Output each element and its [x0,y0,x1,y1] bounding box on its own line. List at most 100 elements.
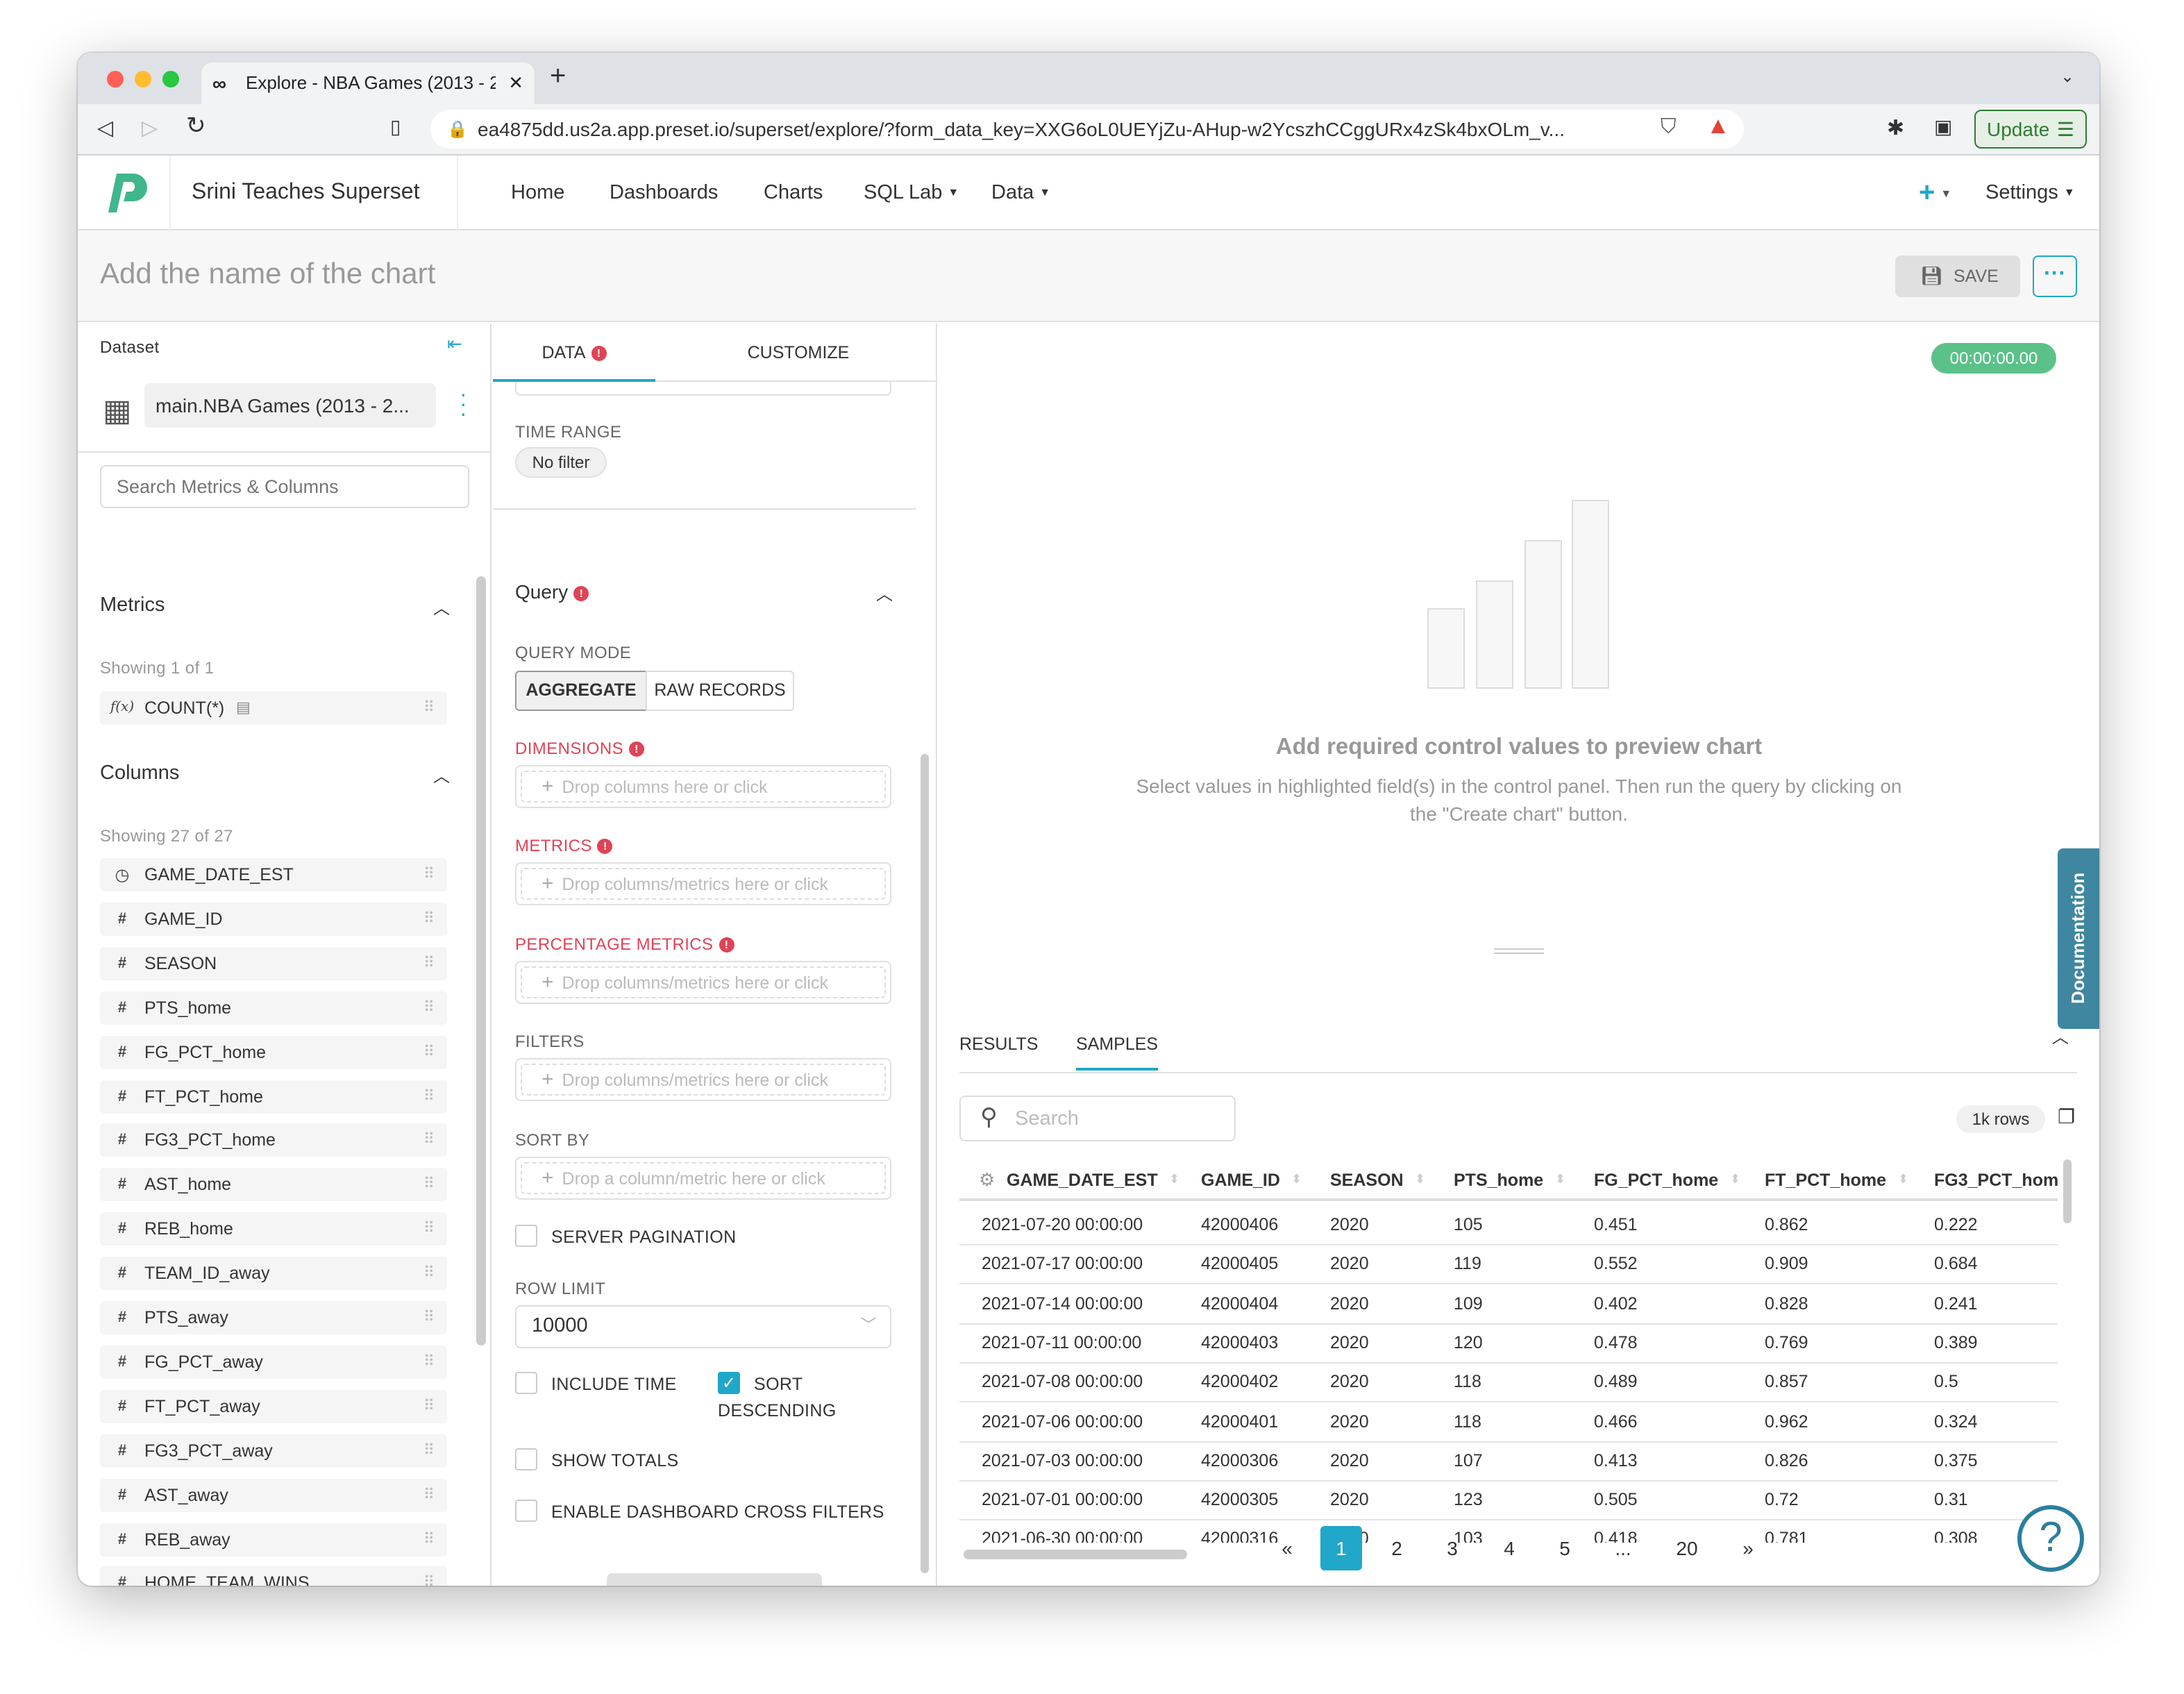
column-item[interactable]: # FG_PCT_away ⠿ [100,1345,447,1379]
more-options-button[interactable]: ··· [2033,255,2077,297]
table-header-game-date-est[interactable]: GAME_DATE_EST [1007,1171,1158,1190]
chevron-up-icon[interactable]: ︿ [2052,1028,2069,1047]
chevron-up-icon[interactable]: ︿ [433,766,451,786]
page-5[interactable]: 5 [1559,1537,1570,1559]
nav-data[interactable]: Data ▼ [991,156,1050,230]
include-time-checkbox[interactable] [515,1372,537,1394]
cross-filters-checkbox[interactable] [515,1500,537,1522]
drag-handle-icon[interactable]: ⠿ [423,910,435,928]
save-button[interactable]: 💾︎ SAVE [1895,255,2020,297]
update-button[interactable]: Update ☰ [1974,110,2087,149]
help-icon[interactable]: ? [2017,1505,2084,1572]
extensions-icon[interactable]: ✱ [1887,117,1905,140]
bookmark-icon[interactable]: ▯ [390,115,401,137]
nav-charts[interactable]: Charts [764,182,823,204]
search-metrics-columns-input[interactable] [100,465,469,508]
table-header-fg3-pct-home[interactable]: FG3_PCT_home [1934,1171,2058,1190]
table-header-game-id[interactable]: GAME_ID [1201,1171,1280,1190]
chart-name-input[interactable]: Add the name of the chart [100,258,436,290]
nav-dashboards[interactable]: Dashboards [610,182,719,204]
metric-item[interactable]: f(x) COUNT(*) ▤ ⠿ [100,691,447,725]
column-item[interactable]: # FG_PCT_home ⠿ [100,1035,447,1069]
metrics-section-title[interactable]: Metrics [100,594,165,617]
drag-handle-icon[interactable]: ⠿ [423,700,435,716]
dimensions-drop-zone[interactable]: + Drop columns here or click [515,765,891,808]
maximize-window-icon[interactable] [162,71,179,87]
column-item[interactable]: # FT_PCT_home ⠿ [100,1080,447,1113]
page-4[interactable]: 4 [1504,1537,1515,1559]
new-tab-icon[interactable]: + [550,61,566,92]
chevron-up-icon[interactable]: ︿ [876,585,893,604]
brave-shield-icon[interactable]: ⛉ [1661,115,1677,139]
column-item[interactable]: # REB_away ⠿ [100,1523,447,1556]
dataset-selector[interactable]: main.NBA Games (2013 - 2... [144,383,436,428]
page-2[interactable]: 2 [1391,1537,1402,1559]
drag-handle-icon[interactable]: ⠿ [423,999,435,1016]
drag-handle-icon[interactable]: ⠿ [423,1265,435,1282]
page-prev[interactable]: « [1282,1537,1293,1559]
page-ellipsis[interactable]: ... [1615,1537,1631,1559]
column-item[interactable]: ◷ GAME_DATE_EST ⠿ [100,858,447,891]
table-header-ft-pct-home[interactable]: FT_PCT_home [1765,1171,1887,1190]
table-header-pts-home[interactable]: PTS_home [1454,1171,1544,1190]
drag-handle-icon[interactable]: ⠿ [423,1132,435,1149]
drag-handle-icon[interactable]: ⠿ [423,1486,435,1504]
forward-icon[interactable]: ▷ [142,117,158,140]
tab-samples[interactable]: SAMPLES [1076,1034,1159,1071]
column-item[interactable]: # PTS_home ⠿ [100,991,447,1025]
drag-handle-icon[interactable]: ⠿ [423,1043,435,1061]
sort-icon[interactable]: ⬍ [1291,1172,1302,1186]
dataset-kebab-icon[interactable]: · · · [460,383,467,426]
sort-icon[interactable]: ⬍ [1415,1172,1426,1186]
minimize-window-icon[interactable] [135,71,151,87]
table-header-season[interactable]: SEASON [1330,1171,1404,1190]
drag-handle-icon[interactable]: ⠿ [423,955,435,972]
browser-tab[interactable]: ∞ Explore - NBA Games (2013 - 2 ✕ [201,62,535,104]
back-icon[interactable]: ◁ [97,117,114,140]
drag-handle-icon[interactable]: ⠿ [423,1575,435,1586]
drag-handle-icon[interactable]: ⠿ [423,1442,435,1459]
sort-icon[interactable]: ⬍ [1898,1172,1909,1186]
column-item[interactable]: # AST_away ⠿ [100,1478,447,1512]
sort-icon[interactable]: ⬍ [1730,1172,1741,1186]
columns-section-title[interactable]: Columns [100,762,180,785]
page-1[interactable]: 1 [1320,1526,1362,1570]
drag-handle-icon[interactable]: ⠿ [423,1309,435,1326]
tab-customize[interactable]: CUSTOMIZE [747,343,850,362]
sort-icon[interactable]: ⬍ [1169,1172,1180,1186]
percentage-metrics-drop-zone[interactable]: + Drop columns/metrics here or click [515,961,891,1004]
wallet-icon[interactable]: ▣ [1934,115,1953,137]
tab-results[interactable]: RESULTS [959,1034,1039,1054]
settings-gear-icon[interactable]: ⚙ [979,1169,996,1190]
metrics-drop-zone[interactable]: + Drop columns/metrics here or click [515,862,891,905]
nav-home[interactable]: Home [511,182,565,204]
column-item[interactable]: # TEAM_ID_away ⠿ [100,1257,447,1291]
column-item[interactable]: # SEASON ⠿ [100,946,447,980]
reload-icon[interactable]: ↻ [186,112,206,139]
column-item[interactable]: # FG3_PCT_home ⠿ [100,1123,447,1157]
tab-data[interactable]: DATA! [493,324,655,382]
server-pagination-checkbox[interactable] [515,1225,537,1247]
show-totals-checkbox[interactable] [515,1448,537,1470]
time-range-pill[interactable]: No filter [515,447,607,478]
drag-handle-icon[interactable]: ⠿ [423,1221,435,1238]
resize-handle[interactable] [1494,948,1544,954]
settings-menu[interactable]: Settings ▼ [1985,156,2075,230]
table-vertical-scrollbar[interactable] [2063,1159,2072,1223]
column-item[interactable]: # FT_PCT_away ⠿ [100,1389,447,1423]
page-3[interactable]: 3 [1447,1537,1458,1559]
drag-handle-icon[interactable]: ⠿ [423,1398,435,1415]
query-mode-raw-records[interactable]: RAW RECORDS [646,671,794,711]
drag-handle-icon[interactable]: ⠿ [423,1088,435,1105]
preset-logo[interactable] [78,156,171,230]
page-20[interactable]: 20 [1676,1537,1698,1559]
tab-list-chevron-icon[interactable]: ⌄ [2060,67,2075,86]
sort-icon[interactable]: ⬍ [1555,1172,1566,1186]
column-item[interactable]: # AST_home ⠿ [100,1168,447,1202]
query-section-title[interactable]: Query! [515,580,589,603]
row-limit-select[interactable]: 10000 ﹀ [515,1305,891,1348]
column-item[interactable]: # REB_home ⠿ [100,1212,447,1246]
page-next[interactable]: » [1742,1537,1754,1559]
brave-rewards-icon[interactable]: ▲ [1706,112,1730,139]
create-chart-button[interactable]: CREATE CHART [607,1573,822,1586]
